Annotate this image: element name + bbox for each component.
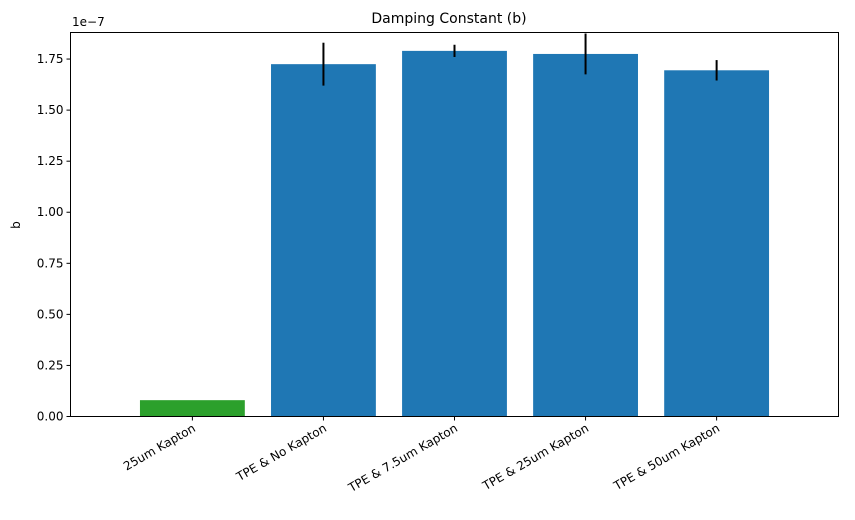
y-tick-label: 0.00 [37, 410, 64, 424]
y-axis-label: b [9, 221, 23, 229]
bar [402, 50, 507, 417]
bar [271, 64, 376, 417]
bar [139, 400, 245, 417]
y-offset-label: 1e−7 [72, 15, 105, 29]
y-tick-label: 0.75 [37, 256, 64, 270]
y-tick-label: 1.00 [37, 205, 64, 219]
bar [664, 70, 770, 417]
y-tick-label: 1.25 [37, 154, 64, 168]
bar [533, 53, 638, 417]
y-tick-label: 1.50 [37, 103, 64, 117]
plot-frame [70, 32, 839, 417]
y-tick-label: 1.75 [37, 52, 64, 66]
y-tick-label: 0.50 [37, 307, 64, 321]
chart-title: Damping Constant (b) [371, 11, 526, 27]
y-tick-label: 0.25 [37, 358, 64, 372]
